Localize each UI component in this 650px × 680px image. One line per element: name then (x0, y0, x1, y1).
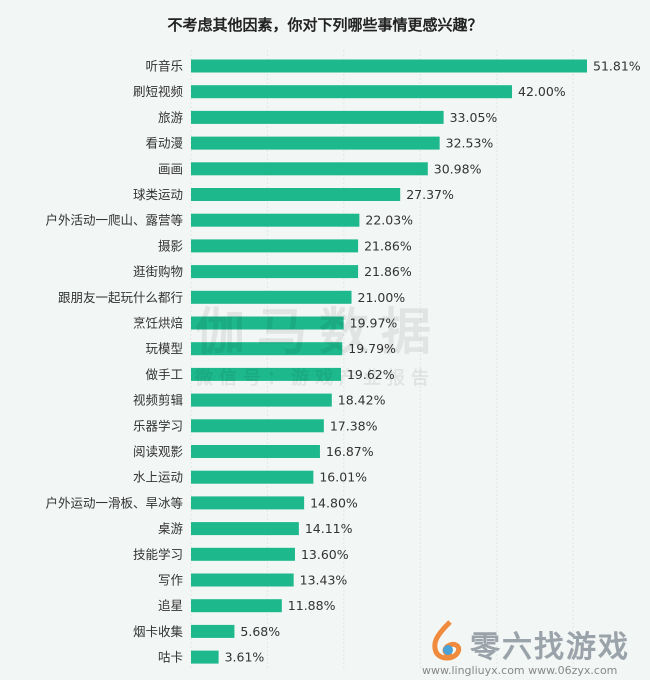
category-label: 摄影 (158, 238, 184, 253)
data-label: 19.97% (350, 316, 398, 331)
bar (191, 624, 235, 638)
data-label: 22.03% (365, 213, 413, 228)
category-label: 球类运动 (133, 187, 183, 202)
bar (191, 162, 428, 176)
bar (191, 59, 587, 73)
category-label: 户外运动一滑板、旱冰等 (45, 495, 183, 510)
data-label: 19.79% (348, 341, 396, 356)
data-label: 30.98% (434, 161, 482, 176)
bar (191, 136, 440, 150)
data-label: 21.86% (364, 238, 412, 253)
category-label: 跟朋友一起玩什么都行 (58, 290, 183, 305)
category-label: 逛街购物 (133, 264, 183, 279)
bar (191, 445, 320, 458)
data-label: 32.53% (446, 136, 494, 151)
bar (191, 188, 401, 201)
bar (191, 599, 282, 613)
category-label: 做手工 (145, 367, 183, 382)
bar (191, 316, 344, 330)
bar (191, 419, 324, 433)
data-label: 27.37% (406, 187, 454, 202)
category-label: 烹饪烘焙 (133, 316, 183, 331)
data-label: 14.80% (310, 495, 358, 510)
bar (191, 496, 305, 510)
data-label: 16.01% (319, 470, 367, 485)
category-label: 阅读观影 (133, 444, 184, 459)
data-label: 19.62% (347, 367, 395, 382)
category-label: 追星 (158, 598, 183, 613)
bar (191, 573, 294, 587)
data-label: 3.61% (225, 650, 265, 665)
bar (191, 522, 299, 536)
bar (191, 367, 341, 381)
data-label: 14.11% (305, 521, 353, 536)
category-label: 户外活动一爬山、露营等 (45, 213, 183, 228)
logo-urls: www.lingliuyx.com www.06zyx.com (422, 664, 618, 677)
category-label: 乐器学习 (133, 418, 183, 433)
category-label: 旅游 (158, 110, 184, 125)
bar (191, 547, 295, 561)
category-label: 水上运动 (133, 470, 183, 485)
watermark-main: 伽马数据 (195, 303, 443, 361)
category-label: 技能学习 (133, 547, 183, 562)
watermark-sub: 微信号：游戏产业报告 (195, 368, 435, 389)
category-label: 玩模型 (145, 341, 183, 356)
bar (191, 239, 359, 253)
bar (191, 85, 513, 99)
data-label: 42.00% (518, 84, 566, 99)
data-label: 11.88% (288, 598, 336, 613)
data-label: 18.42% (338, 393, 386, 408)
data-label: 5.68% (240, 624, 280, 639)
data-label: 51.81% (593, 59, 641, 74)
category-label: 烟卡收集 (133, 624, 184, 639)
data-label: 16.87% (326, 444, 374, 459)
chart-title: 不考虑其他因素，你对下列哪些事情更感兴趣？ (167, 16, 483, 34)
bar (191, 110, 444, 124)
category-label: 视频剪辑 (133, 393, 183, 408)
bar (191, 213, 360, 227)
bar (191, 393, 332, 407)
category-label: 刷短视频 (133, 84, 184, 99)
logo-name: 零六找游戏 (470, 630, 630, 665)
bar (191, 290, 352, 304)
data-label: 13.43% (300, 573, 348, 588)
bar (191, 342, 343, 356)
category-label: 桌游 (158, 521, 184, 536)
category-label: 写作 (158, 573, 184, 588)
logo-flame-icon (432, 620, 462, 661)
bar (191, 265, 359, 279)
category-label: 看动漫 (145, 136, 183, 151)
bar (191, 650, 219, 664)
data-label: 17.38% (330, 418, 378, 433)
data-label: 21.00% (358, 290, 406, 305)
category-label: 咕卡 (158, 650, 183, 665)
category-label: 画画 (158, 161, 183, 176)
data-label: 13.60% (301, 547, 349, 562)
bar (191, 470, 314, 484)
data-label: 33.05% (450, 110, 498, 125)
data-label: 21.86% (364, 264, 412, 279)
category-label: 听音乐 (145, 59, 183, 74)
